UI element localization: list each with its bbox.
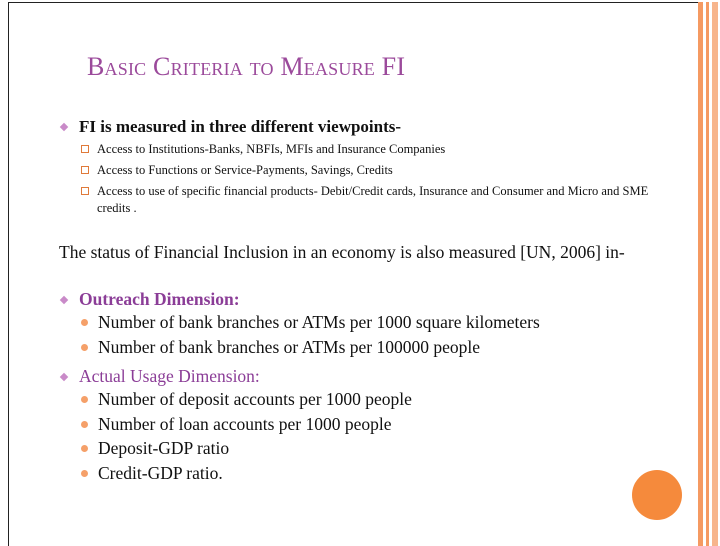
dimension-block: Actual Usage Dimension: Number of deposit… xyxy=(59,366,412,485)
sub-bullet: Access to use of specific financial prod… xyxy=(59,183,657,217)
dimension-heading: Outreach Dimension: xyxy=(59,289,540,310)
frame xyxy=(8,2,698,3)
dimension-heading: Actual Usage Dimension: xyxy=(59,366,412,387)
side-bar xyxy=(698,2,703,546)
dimension-item: Number of bank branches or ATMs per 1000… xyxy=(59,310,540,335)
paragraph: The status of Financial Inclusion in an … xyxy=(59,242,625,262)
frame xyxy=(8,2,9,546)
dimension-item: Credit-GDP ratio. xyxy=(59,461,412,486)
dimension-block: Outreach Dimension: Number of bank branch… xyxy=(59,289,540,359)
dimension-item: Number of loan accounts per 1000 people xyxy=(59,412,412,437)
intro-block: FI is measured in three different viewpo… xyxy=(59,117,657,217)
dimension-item: Number of bank branches or ATMs per 1000… xyxy=(59,335,540,360)
dimension-item: Deposit-GDP ratio xyxy=(59,436,412,461)
dimension-item: Number of deposit accounts per 1000 peop… xyxy=(59,387,412,412)
bullet-heading: FI is measured in three different viewpo… xyxy=(59,117,657,137)
side-bar xyxy=(712,2,718,546)
sub-bullet: Access to Institutions-Banks, NBFIs, MFI… xyxy=(59,141,657,158)
slide-title: Basic Criteria to Measure FI xyxy=(87,52,406,81)
sub-bullet: Access to Functions or Service-Payments,… xyxy=(59,162,657,179)
side-bar xyxy=(706,2,709,546)
decor-circle xyxy=(632,470,682,520)
